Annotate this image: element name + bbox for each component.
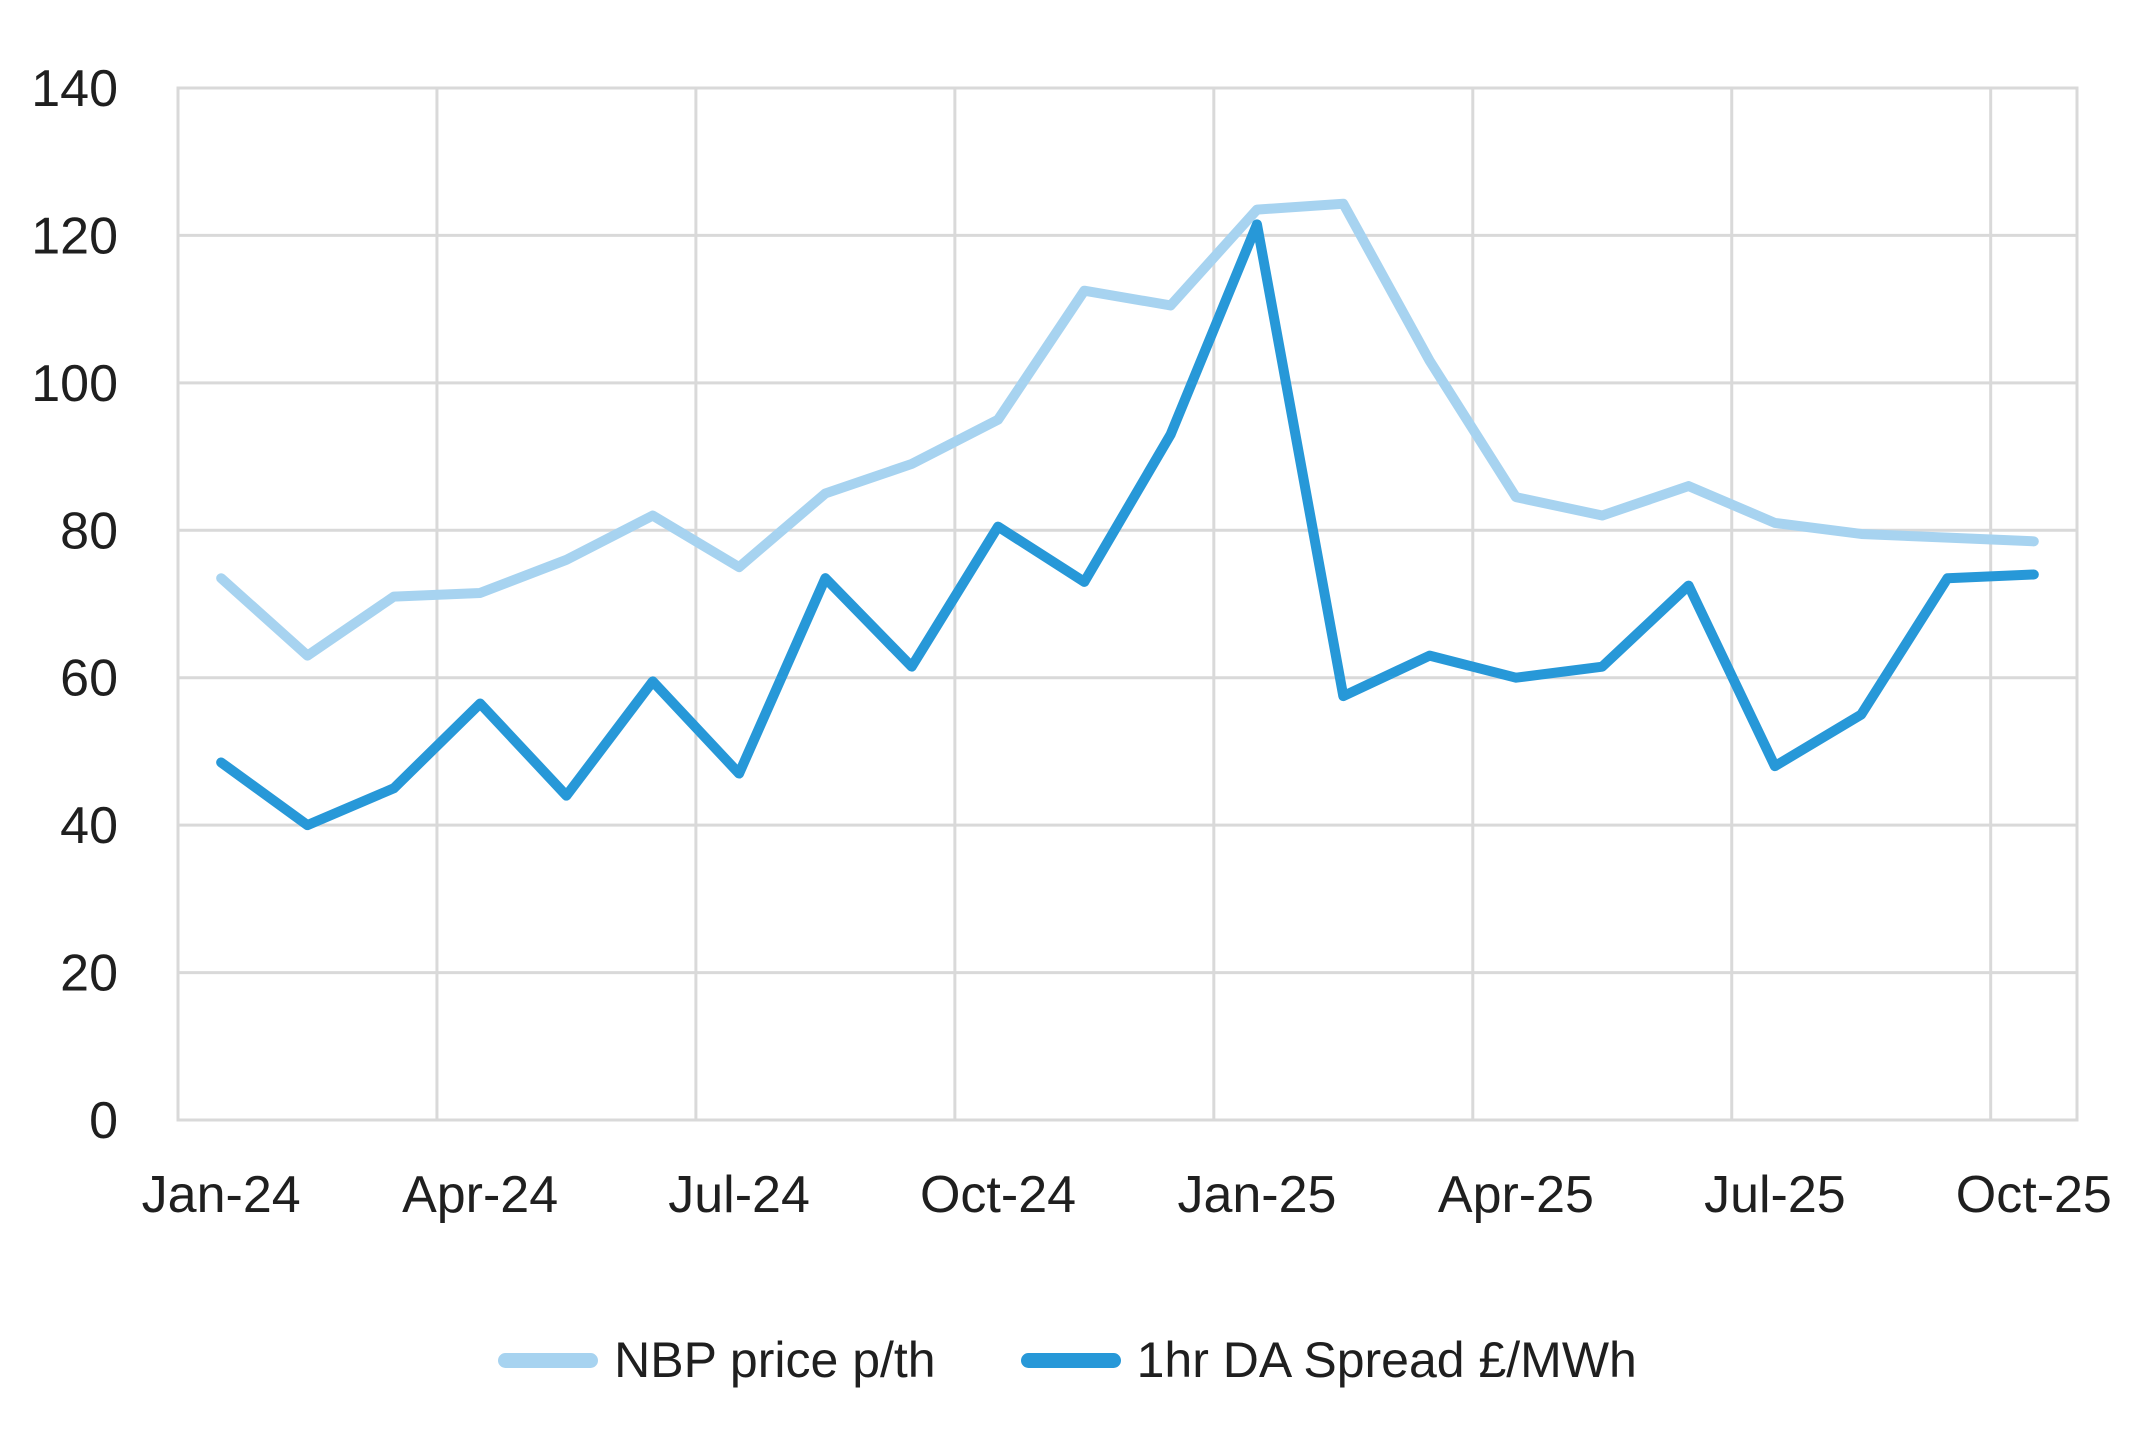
y-axis-tick-label: 40 [60, 797, 118, 855]
y-axis-tick-label: 0 [89, 1092, 118, 1150]
x-axis-tick-label: Apr-25 [1438, 1166, 1594, 1224]
y-axis-tick-label: 60 [60, 650, 118, 708]
y-axis-tick-label: 140 [31, 60, 118, 118]
legend-swatch-nbp-price [498, 1352, 599, 1368]
y-axis-tick-label: 80 [60, 502, 118, 560]
legend-label-nbp-price: NBP price p/th [614, 1332, 936, 1388]
y-axis-tick-label: 120 [31, 207, 118, 265]
legend-label-da-spread: 1hr DA Spread £/MWh [1136, 1332, 1637, 1388]
x-axis-tick-label: Oct-24 [920, 1166, 1076, 1224]
series-line-nbp-price [216, 198, 2039, 661]
x-axis-tick-label: Jan-24 [142, 1166, 301, 1224]
series-line-da-spread [216, 219, 2039, 831]
legend-swatch-da-spread [1020, 1352, 1121, 1368]
legend: NBP price p/th 1hr DA Spread £/MWh [0, 1305, 2135, 1415]
y-axis-tick-label: 100 [31, 355, 118, 413]
legend-item-nbp-price: NBP price p/th [498, 1332, 936, 1388]
x-axis-tick-label: Jul-25 [1704, 1166, 1846, 1224]
x-axis-tick-label: Jan-25 [1177, 1166, 1336, 1224]
y-axis-tick-label: 20 [60, 945, 118, 1003]
x-axis-tick-label: Oct-25 [1956, 1166, 2112, 1224]
legend-item-da-spread: 1hr DA Spread £/MWh [1020, 1332, 1637, 1388]
x-axis-tick-label: Jul-24 [668, 1166, 810, 1224]
x-axis-tick-label: Apr-24 [402, 1166, 558, 1224]
plot-border [176, 86, 2079, 1122]
